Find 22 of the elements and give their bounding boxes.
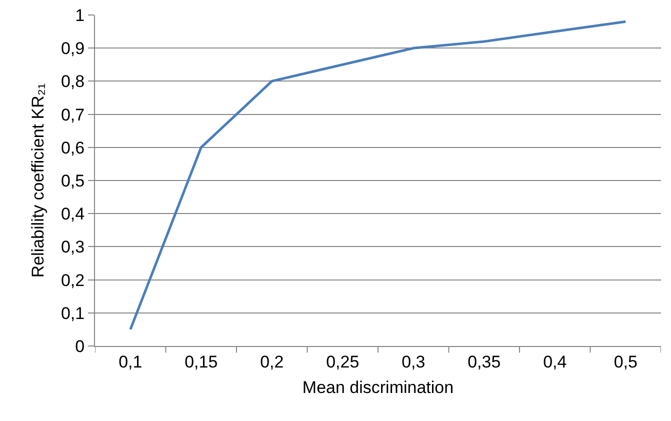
y-tick-label: 0,5 [60,171,85,190]
x-tick-label: 0,25 [326,352,360,372]
y-tick-label: 0 [75,336,85,356]
y-tick-label: 1 [75,6,85,25]
y-tick-label: 0,3 [60,238,85,257]
y-axis-title: Reliability coefficient KR₂₁ [28,83,48,278]
y-tick-label: 0,7 [60,105,85,124]
x-tick-label: 0,3 [402,352,426,372]
line-series [129,20,627,331]
y-tick-label: 0,4 [60,204,85,224]
y-tick-label: 0,6 [60,138,85,158]
x-tick-label: 0,2 [260,352,284,372]
x-tick-label: 0,4 [543,352,567,372]
x-tick-label: 0,5 [614,352,638,372]
y-tick-label: 0,9 [60,39,85,58]
y-tick-label: 0,1 [60,304,85,323]
x-tick-label: 0,35 [468,352,501,372]
y-tick-label: 0,2 [60,270,85,290]
y-tick-label: 0,8 [60,72,85,92]
x-axis-title: Mean discrimination [302,378,454,397]
x-tick-label: 0,15 [184,352,218,372]
x-tick-label: 0,1 [118,352,142,372]
